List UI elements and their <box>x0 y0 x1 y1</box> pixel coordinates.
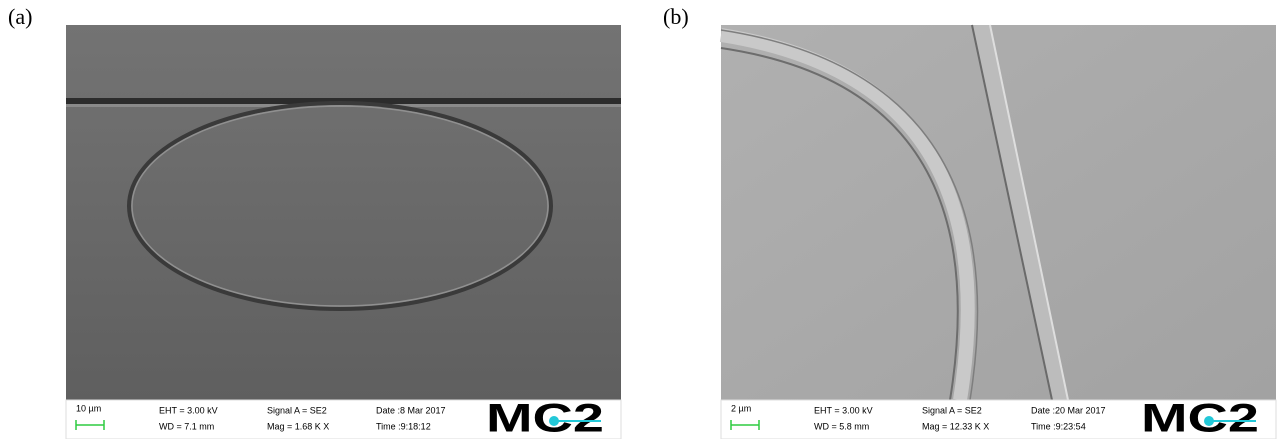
logo-dot <box>1204 416 1214 426</box>
info-date: Date :20 Mar 2017 <box>1031 405 1106 415</box>
info-mag: Mag = 1.68 K X <box>267 421 329 431</box>
info-time: Time :9:23:54 <box>1031 421 1086 431</box>
logo: MC2 <box>1141 397 1259 439</box>
figure: 10 µm EHT = 3.00 kV WD = 7.1 mm Signal A = … <box>0 0 1284 439</box>
scale-label: 10 µm <box>76 403 101 413</box>
panel-label: (b) <box>663 4 689 29</box>
info-eht: EHT = 3.00 kV <box>814 405 873 415</box>
info-wd: WD = 7.1 mm <box>159 421 214 431</box>
info-date: Date :8 Mar 2017 <box>376 405 446 415</box>
sem-image-a <box>66 25 621 400</box>
logo: MC2 <box>486 397 604 439</box>
scale-label: 2 µm <box>731 403 751 413</box>
info-mag: Mag = 12.33 K X <box>922 421 989 431</box>
info-signal: Signal A = SE2 <box>922 405 982 415</box>
info-eht: EHT = 3.00 kV <box>159 405 218 415</box>
logo-dot <box>549 416 559 426</box>
panel-label: (a) <box>8 4 32 29</box>
sem-image-b <box>721 25 1276 400</box>
info-wd: WD = 5.8 mm <box>814 421 869 431</box>
info-time: Time :9:18:12 <box>376 421 431 431</box>
info-signal: Signal A = SE2 <box>267 405 327 415</box>
info-bars: 10 µm EHT = 3.00 kV WD = 7.1 mm Signal A = … <box>66 397 1276 439</box>
